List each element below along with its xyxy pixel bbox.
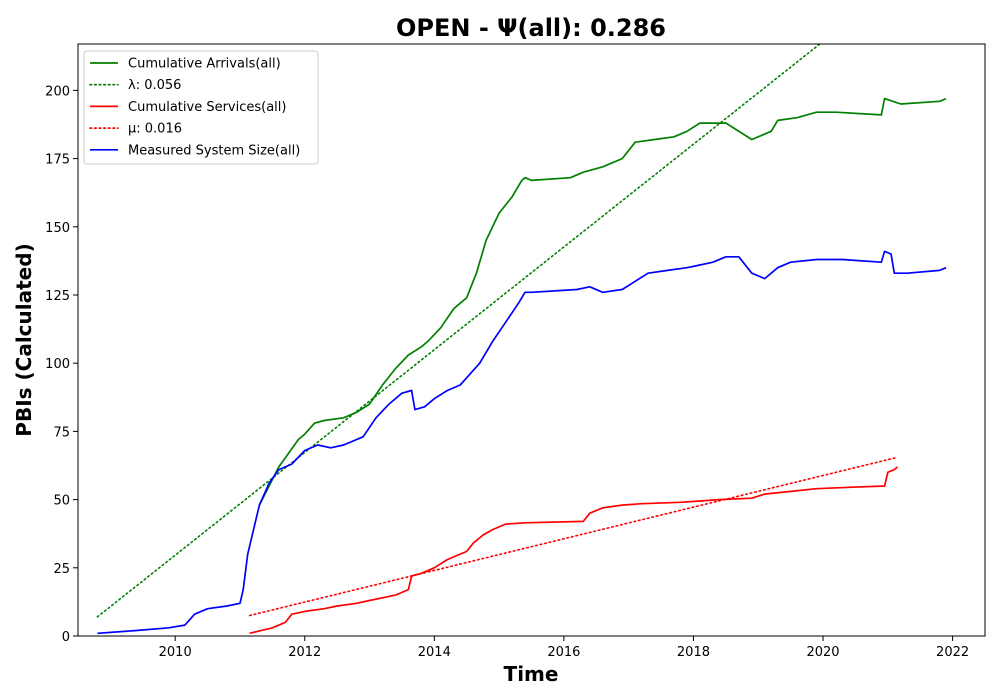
legend-entry: μ: 0.016 [128,122,182,137]
x-tick-label: 2018 [677,645,710,660]
plot-frame [77,43,986,637]
y-tick-label: 75 [53,425,70,440]
x-axis-title: Time [504,662,559,686]
legend-entry: λ: 0.056 [128,78,181,93]
x-tick-label: 2010 [159,645,192,660]
series-line-cumulative-services-all [249,466,899,635]
series-line-0-056 [96,44,821,618]
y-tick-label: 0 [62,630,70,645]
y-tick-label: 25 [53,562,70,577]
x-tick-label: 2020 [806,645,839,660]
x-tick-label: 2012 [288,645,321,660]
series-line-0-016 [248,456,899,617]
x-tick-label: 2014 [418,645,451,660]
y-tick-label: 50 [53,494,70,509]
x-tick-label: 2022 [936,645,969,660]
legend: Cumulative Arrivals(all) λ: 0.056 Cumulati… [83,50,319,165]
series-line-cumulative-arrivals-all [258,97,947,506]
y-tick-label: 150 [45,221,70,236]
chart-title: OPEN - Ψ(all): 0.286 [396,14,666,42]
x-axis-ticks: 2010 2012 2014 2016 2018 2020 2022 [159,636,969,660]
legend-entry: Measured System Size(all) [128,143,300,158]
y-axis-title: PBIs (Calculated) [12,243,36,436]
x-tick-label: 2016 [547,645,580,660]
series-layer [96,44,947,635]
y-tick-label: 200 [45,84,70,99]
y-tick-label: 100 [45,357,70,372]
y-tick-label: 175 [45,153,70,168]
y-tick-label: 125 [45,289,70,304]
series-line-measured-system-size-all [97,250,947,635]
y-axis-ticks: 0 25 50 75 100 125 150 175 200 [45,84,78,645]
legend-entry: Cumulative Services(all) [128,100,286,115]
legend-box [83,50,319,165]
legend-entry: Cumulative Arrivals(all) [128,57,281,72]
